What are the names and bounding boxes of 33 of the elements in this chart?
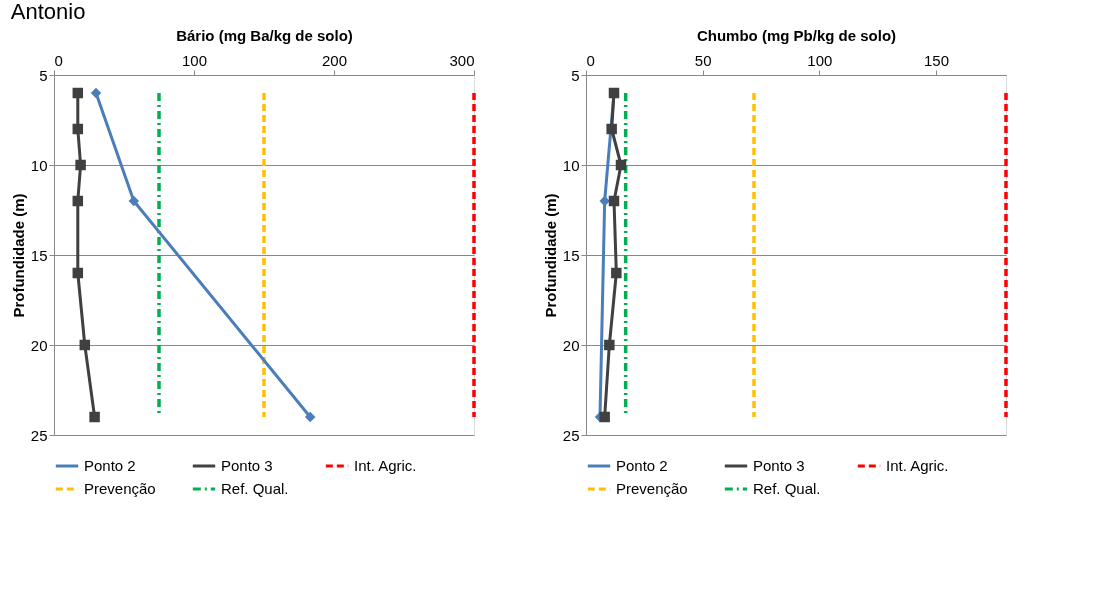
legend-label: Ponto 2 [616,457,668,474]
y-tick-label: 10 [30,156,48,174]
x-tick-label: 150 [923,51,950,69]
x-axis-title: Bário (mg Ba/kg de solo) [176,26,353,44]
legend-label: Ponto 3 [221,457,273,474]
legend-label: Int. Agric. [886,457,949,474]
legend-label: Prevenção [84,480,156,497]
legend-label: Ref. Qual. [221,480,289,497]
x-tick-label: 100 [181,51,208,69]
y-tick-label: 25 [30,426,48,444]
y-axis-title: Profundidade (m) [541,193,559,318]
y-axis-title: Profundidade (m) [9,193,27,318]
y-tick-label: 5 [571,66,580,84]
y-tick-label: 15 [562,246,580,264]
y-tick-label: 20 [562,336,580,354]
text: Antonio [10,0,86,24]
legend-label: Ponto 3 [753,457,805,474]
x-tick-label: 0 [586,51,595,69]
legend-label: Ponto 2 [84,457,136,474]
legend-label: Prevenção [616,480,688,497]
x-axis-title: Chumbo (mg Pb/kg de solo) [696,26,897,44]
x-tick-label: 200 [321,51,348,69]
legend-label: Ref. Qual. [753,480,821,497]
y-tick-label: 15 [30,246,48,264]
y-tick-label: 10 [562,156,580,174]
y-tick-label: 5 [39,66,48,84]
x-tick-label: 300 [449,51,475,69]
legend-label: Int. Agric. [354,457,417,474]
y-tick-label: 25 [562,426,580,444]
y-tick-label: 20 [30,336,48,354]
x-tick-label: 0 [54,51,63,69]
x-tick-label: 50 [694,51,712,69]
x-tick-label: 100 [807,51,833,69]
